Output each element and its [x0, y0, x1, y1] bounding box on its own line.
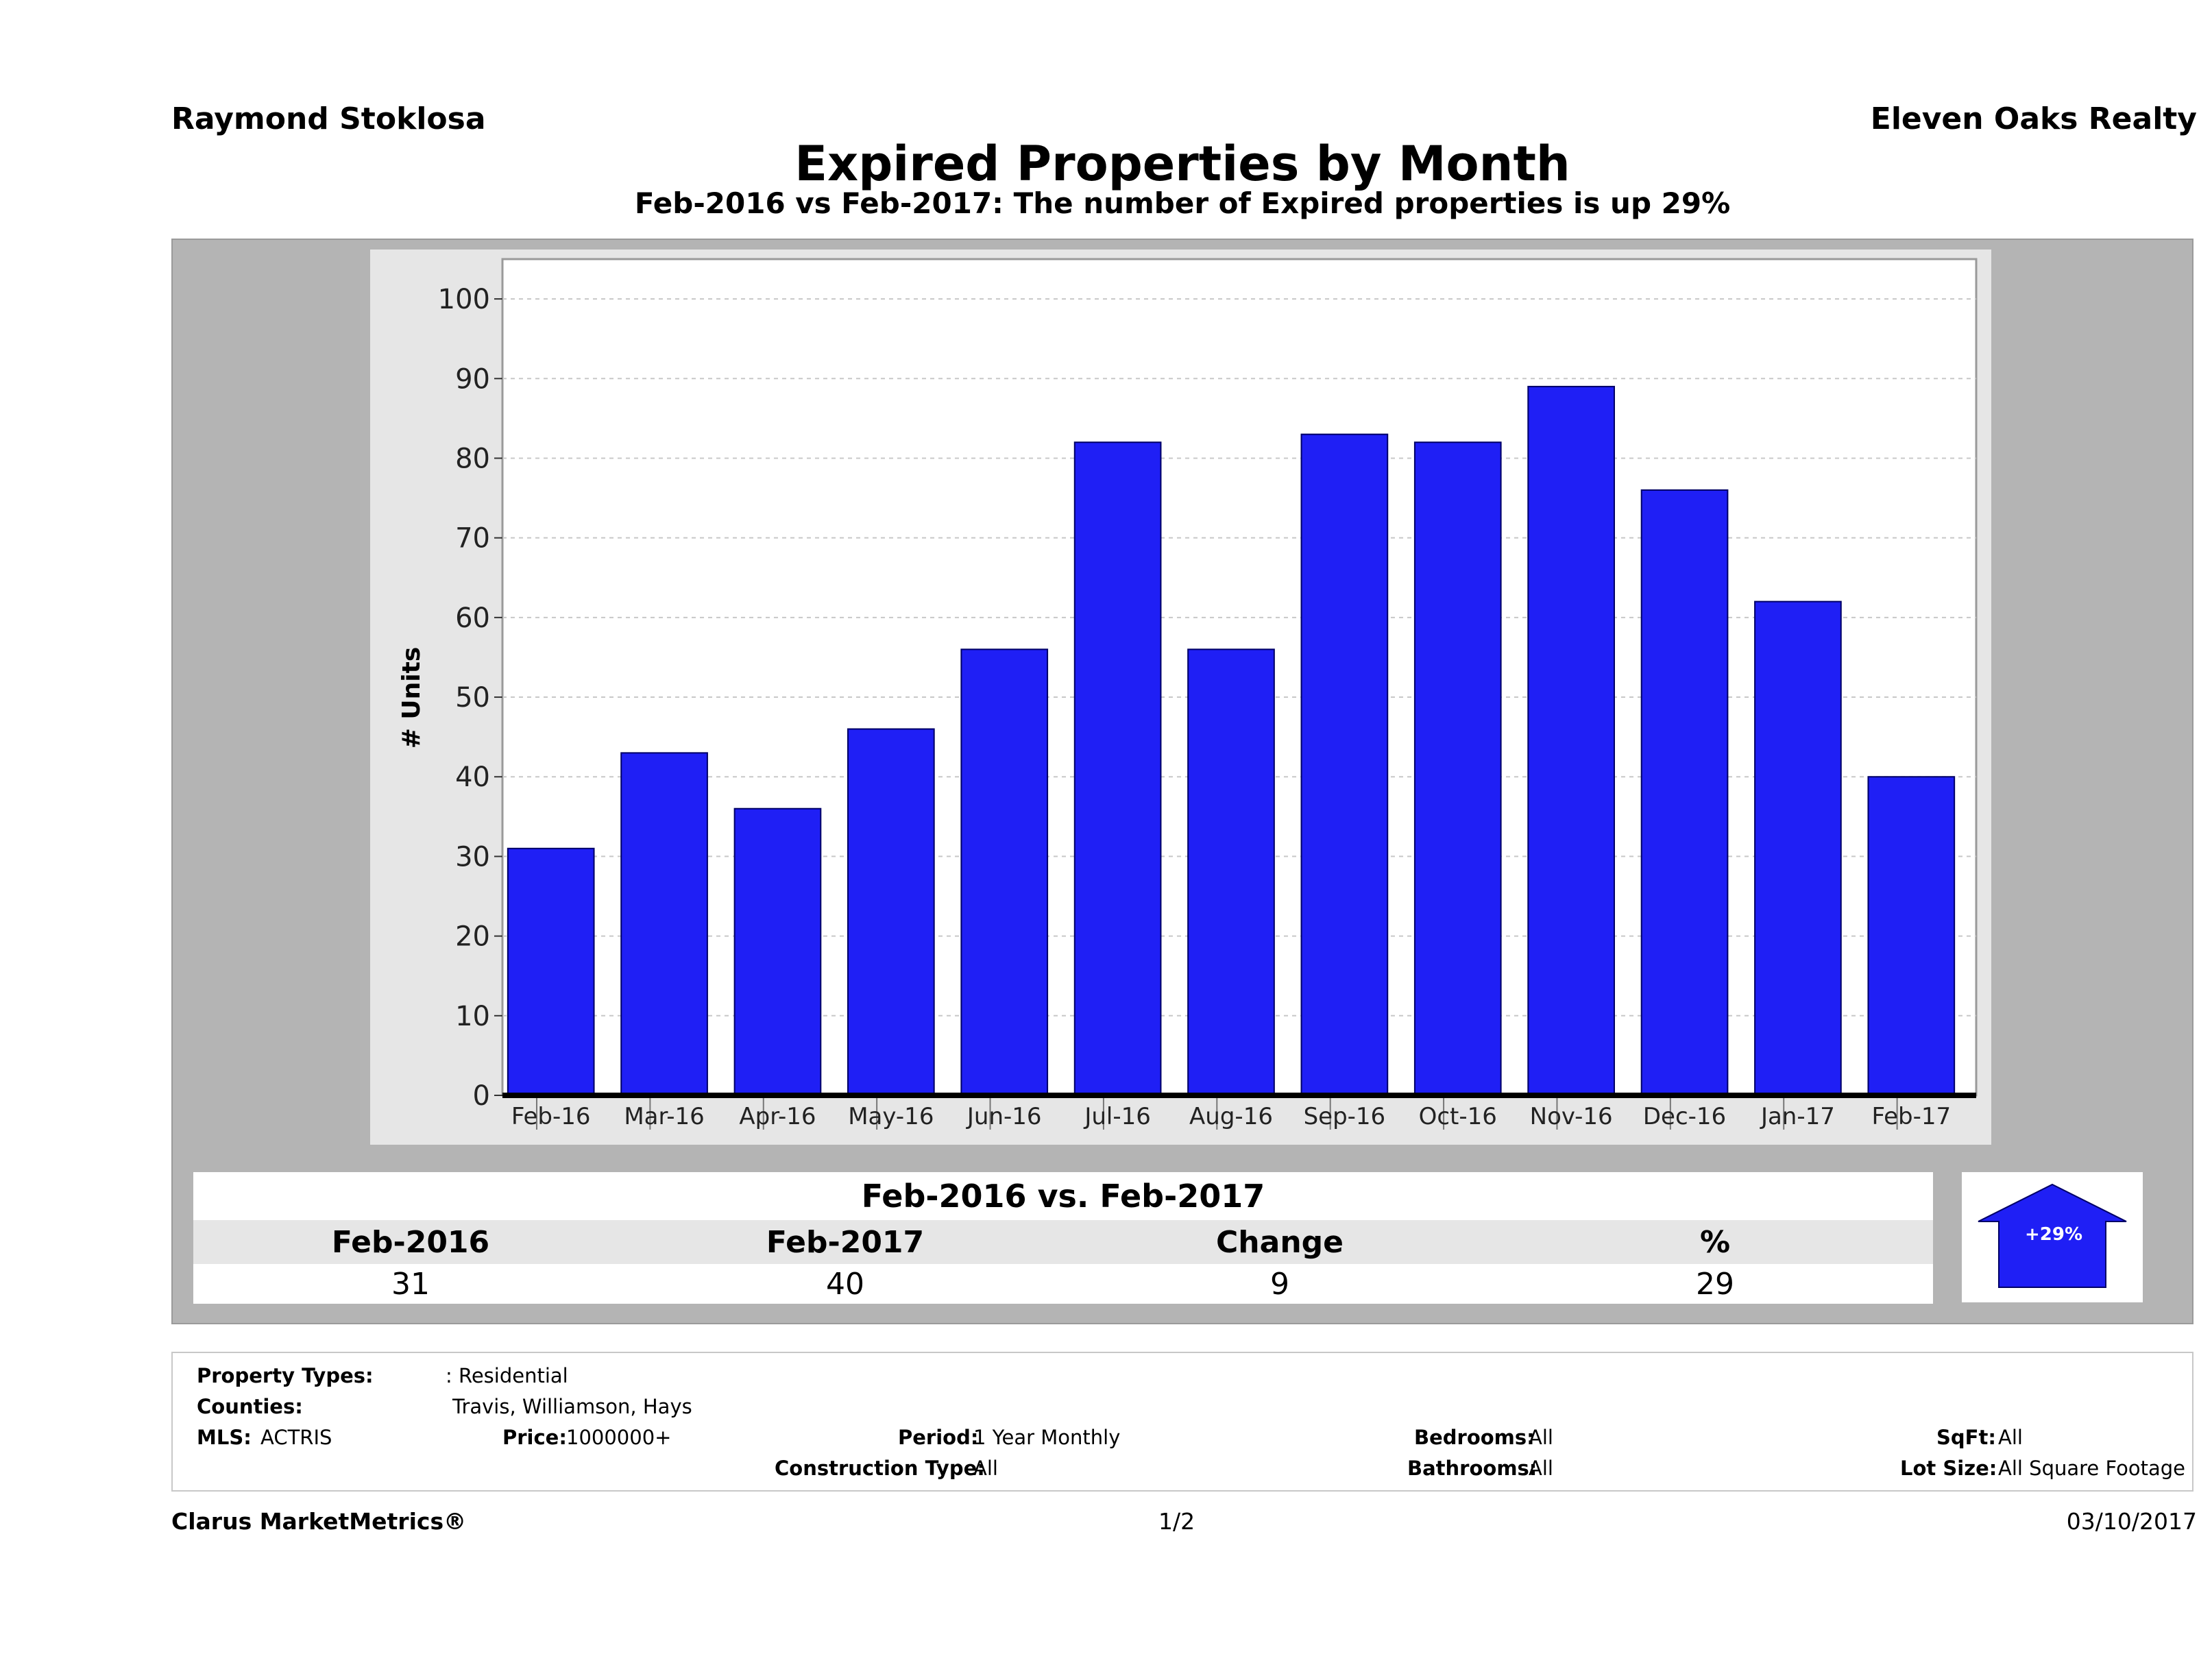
mls-label: MLS: — [197, 1426, 252, 1449]
bar — [1867, 776, 1956, 1096]
bar — [1640, 489, 1729, 1096]
footer-brand: Clarus MarketMetrics® — [171, 1508, 467, 1535]
y-tick-label: 40 — [455, 762, 490, 793]
y-tick-label: 10 — [455, 1001, 490, 1032]
sqft-label: SqFt: — [1936, 1426, 1996, 1449]
construction-type-label: Construction Type: — [775, 1457, 985, 1480]
summary-header-change: Change — [1216, 1224, 1344, 1260]
lot-size-value: All Square Footage — [1998, 1457, 2186, 1480]
x-tick-label: Sep-16 — [1304, 1103, 1386, 1130]
bar — [1187, 648, 1275, 1096]
bar-chart: 0 10 20 30 40 50 60 70 80 90 100 Feb-16 Mar-16 Apr-16… — [398, 258, 1978, 1130]
x-tick-label: May-16 — [848, 1103, 934, 1130]
y-tick-label: 50 — [455, 682, 490, 714]
counties-value: Travis, Williamson, Hays — [452, 1395, 692, 1418]
y-tick-label: 0 — [473, 1080, 490, 1112]
report-subtitle: Feb-2016 vs Feb-2017: The number of Expi… — [634, 186, 1731, 220]
y-axis-label: # Units — [398, 647, 426, 749]
x-tick-label: Mar-16 — [624, 1103, 705, 1130]
y-tick-label: 20 — [455, 921, 490, 953]
y-tick-label: 80 — [455, 443, 490, 474]
summary-header-feb-2016: Feb-2016 — [331, 1224, 490, 1260]
period-label: Period: — [898, 1426, 979, 1449]
bar — [847, 728, 935, 1096]
bar — [960, 648, 1049, 1096]
price-label: Price: — [502, 1426, 567, 1449]
footer-page-number: 1/2 — [1158, 1508, 1195, 1535]
summary-value-row — [193, 1264, 1933, 1304]
change-badge — [1962, 1172, 2143, 1302]
counties-label: Counties: — [197, 1395, 303, 1418]
bar — [1073, 441, 1162, 1096]
y-tick-label: 100 — [438, 284, 490, 315]
chart-area: 0 10 20 30 40 50 60 70 80 90 100 Feb-16 Mar-16 Apr-16… — [370, 250, 1991, 1145]
bedrooms-value: All — [1529, 1426, 1553, 1449]
period-value: 1 Year Monthly — [973, 1426, 1121, 1449]
bar — [507, 847, 595, 1096]
summary-value-change: 9 — [1270, 1266, 1289, 1302]
construction-type-value: All — [973, 1457, 998, 1480]
summary-value-percent: 29 — [1696, 1266, 1734, 1302]
agent-name: Raymond Stoklosa — [171, 101, 486, 136]
criteria-box — [171, 1352, 2193, 1492]
x-tick-label: Jun-16 — [966, 1103, 1042, 1130]
x-tick-label: Jul-16 — [1083, 1103, 1151, 1130]
price-value: 1000000+ — [566, 1426, 672, 1449]
y-tick-label: 30 — [455, 841, 490, 873]
y-tick-label: 90 — [455, 363, 490, 395]
bar — [1413, 441, 1502, 1096]
bar — [1300, 433, 1389, 1097]
lot-size-label: Lot Size: — [1900, 1457, 1997, 1480]
x-tick-label: Apr-16 — [739, 1103, 816, 1130]
bathrooms-label: Bathrooms: — [1407, 1457, 1538, 1480]
x-tick-label: Feb-16 — [511, 1103, 591, 1130]
x-tick-label: Nov-16 — [1530, 1103, 1613, 1130]
property-types-label: Property Types: — [197, 1364, 374, 1387]
company-name: Eleven Oaks Realty — [1870, 101, 2197, 136]
bar — [620, 752, 708, 1097]
y-tick-label: 60 — [455, 603, 490, 634]
change-badge-label: +29% — [2024, 1224, 2083, 1245]
x-tick-label: Feb-17 — [1871, 1103, 1951, 1130]
bar — [733, 807, 822, 1096]
mls-value: ACTRIS — [260, 1426, 332, 1449]
x-tick-label: Aug-16 — [1189, 1103, 1273, 1130]
bedrooms-label: Bedrooms: — [1414, 1426, 1535, 1449]
report-title: Expired Properties by Month — [794, 136, 1570, 192]
sqft-value: All — [1998, 1426, 2023, 1449]
x-tick-label: Dec-16 — [1643, 1103, 1726, 1130]
summary-header-row — [193, 1220, 1933, 1264]
summary-value-feb-2017: 40 — [826, 1266, 864, 1302]
y-tick-label: 70 — [455, 523, 490, 555]
bar — [1527, 385, 1616, 1096]
x-tick-label: Oct-16 — [1419, 1103, 1497, 1130]
bathrooms-value: All — [1529, 1457, 1553, 1480]
up-arrow-icon — [1978, 1183, 2127, 1288]
summary-value-feb-2016: 31 — [391, 1266, 430, 1302]
summary-header-percent: % — [1699, 1224, 1731, 1260]
x-tick-label: Jan-17 — [1760, 1103, 1835, 1130]
summary-title: Feb-2016 vs. Feb-2017 — [193, 1172, 1933, 1220]
bar — [1754, 600, 1842, 1096]
footer-date: 03/10/2017 — [2066, 1508, 2197, 1535]
property-types-value: : Residential — [446, 1364, 568, 1387]
summary-header-feb-2017: Feb-2017 — [766, 1224, 925, 1260]
